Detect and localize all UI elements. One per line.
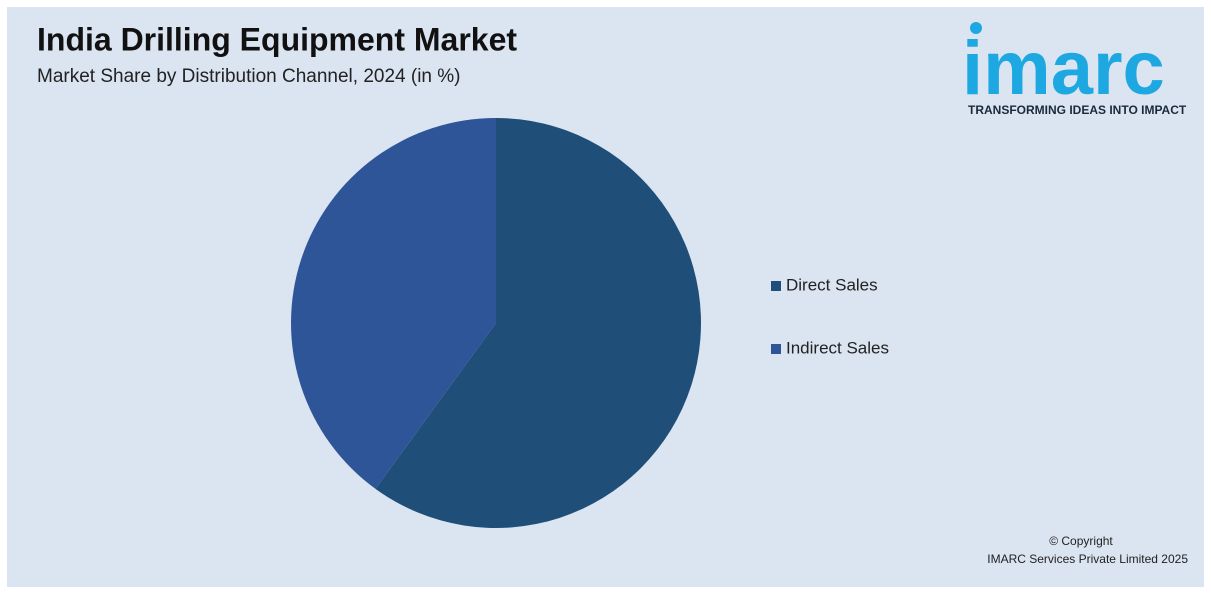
legend-swatch [771,344,781,354]
copyright: © Copyright [1049,534,1113,548]
pie-slice [291,117,496,489]
legend-swatch [771,281,781,291]
pie-slice [375,118,701,528]
chart-subtitle: Market Share by Distribution Channel, 20… [37,66,460,87]
legend-label: Direct Sales [786,275,878,294]
logo-tagline: TRANSFORMING IDEAS INTO IMPACT [968,103,1187,117]
chart-title: India Drilling Equipment Market [37,21,517,57]
logo-dot [970,22,982,34]
copyright: IMARC Services Private Limited 2025 [987,552,1188,566]
logo-name: imarc [962,26,1165,111]
legend-label: Indirect Sales [786,338,889,357]
